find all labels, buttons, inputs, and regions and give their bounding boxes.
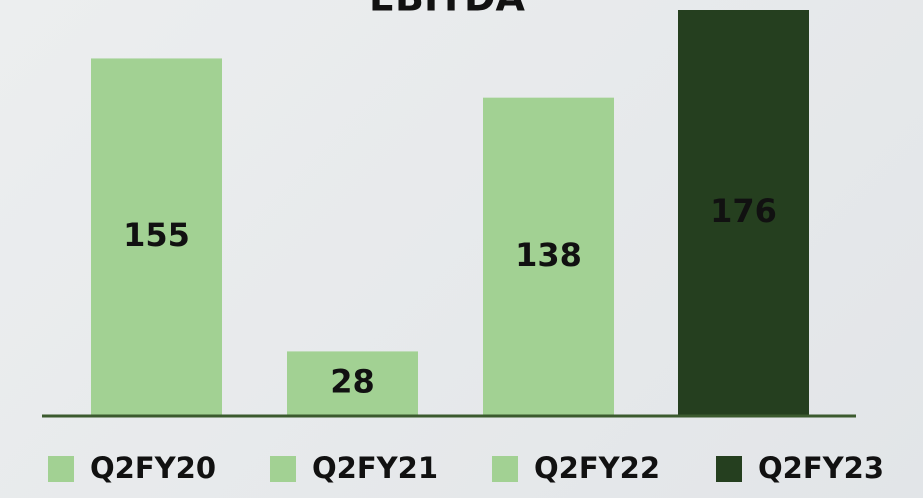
legend-label: Q2FY20	[90, 451, 216, 485]
legend-swatch	[492, 456, 518, 482]
data-label: 28	[330, 363, 375, 401]
chart-title: EBITDA	[369, 0, 526, 20]
data-label: 155	[123, 216, 190, 254]
bar	[91, 58, 222, 417]
bar	[287, 351, 418, 416]
legend-swatch	[716, 456, 742, 482]
legend-label: Q2FY23	[758, 451, 884, 485]
bar	[678, 10, 809, 416]
legend-swatch	[48, 456, 74, 482]
legend-swatch	[270, 456, 296, 482]
data-label: 176	[710, 192, 777, 230]
data-label: 138	[515, 236, 582, 274]
bar	[483, 97, 614, 416]
legend-label: Q2FY21	[312, 451, 438, 485]
legend-label: Q2FY22	[534, 451, 660, 485]
